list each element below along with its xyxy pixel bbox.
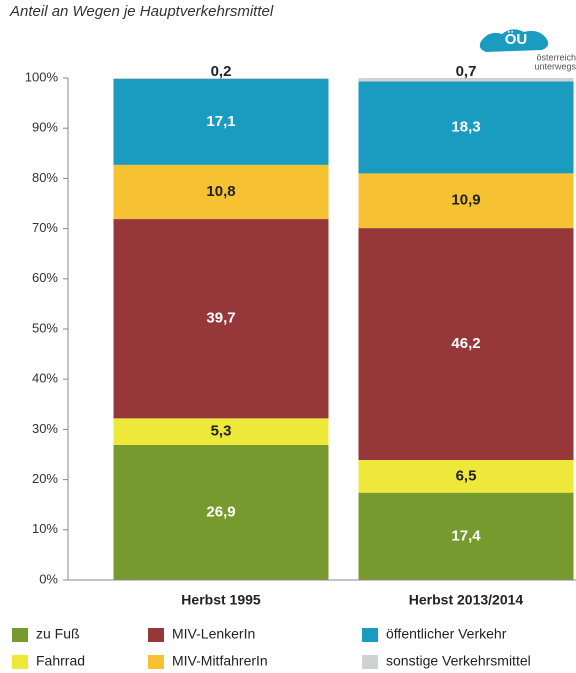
bar-segment xyxy=(113,219,329,419)
bar-segment xyxy=(358,78,574,82)
y-tick-label: 100% xyxy=(25,69,59,84)
y-tick-label: 60% xyxy=(32,270,58,285)
legend-swatch xyxy=(12,655,28,669)
y-tick-label: 0% xyxy=(39,571,58,586)
logo: ÖU österreich unterwegs xyxy=(479,29,576,71)
y-tick-label: 40% xyxy=(32,371,58,386)
legend-swatch xyxy=(362,655,378,669)
y-tick-label: 80% xyxy=(32,170,58,185)
bar-segment xyxy=(113,79,329,165)
y-tick-label: 50% xyxy=(32,320,58,335)
y-tick-label: 90% xyxy=(32,120,58,135)
logo-shape xyxy=(479,29,549,52)
x-tick-label: Herbst 1995 xyxy=(181,592,261,608)
bar-segment xyxy=(358,173,574,229)
x-tick-label: Herbst 2013/2014 xyxy=(409,592,524,608)
data-label: 0,7 xyxy=(456,63,477,80)
legend-label: sonstige Verkehrsmittel xyxy=(386,653,531,669)
chart-subtitle: Anteil an Wegen je Hauptverkehrsmittel xyxy=(9,3,274,20)
data-label: 10,8 xyxy=(206,183,235,200)
bar-segment xyxy=(358,81,574,174)
data-label: 17,1 xyxy=(206,113,235,130)
y-tick-label: 20% xyxy=(32,471,58,486)
bar-segment xyxy=(113,78,329,80)
legend-label: Fahrrad xyxy=(36,653,85,669)
bar-segment xyxy=(113,444,329,580)
bar-segment xyxy=(358,492,574,580)
logo-text: unterwegs xyxy=(534,61,576,71)
legend-label: öffentlicher Verkehr xyxy=(386,626,507,642)
data-label: 0,2 xyxy=(211,63,232,80)
data-label: 26,9 xyxy=(206,503,235,520)
y-tick-label: 70% xyxy=(32,220,58,235)
logo-mark: ÖU xyxy=(505,31,528,48)
data-label: 46,2 xyxy=(451,335,480,352)
y-tick-label: 30% xyxy=(32,421,58,436)
logo-text: österreich xyxy=(536,52,576,62)
data-label: 17,4 xyxy=(451,527,481,544)
bar-segment xyxy=(358,460,574,493)
legend-label: MIV-MitfahrerIn xyxy=(172,653,268,669)
legend-swatch xyxy=(362,628,378,642)
legend-swatch xyxy=(12,628,28,642)
data-label: 5,3 xyxy=(211,423,232,440)
bar-segment xyxy=(113,418,329,445)
y-tick-label: 10% xyxy=(32,521,58,536)
data-label: 10,9 xyxy=(451,192,480,209)
legend-swatch xyxy=(148,628,164,642)
data-label: 6,5 xyxy=(456,467,477,484)
bar-segment xyxy=(113,164,329,220)
data-label: 39,7 xyxy=(206,310,235,327)
legend-label: zu Fuß xyxy=(36,626,80,642)
legend-label: MIV-LenkerIn xyxy=(172,626,255,642)
legend-swatch xyxy=(148,655,164,669)
data-label: 18,3 xyxy=(451,118,480,135)
bar-segment xyxy=(358,228,574,461)
